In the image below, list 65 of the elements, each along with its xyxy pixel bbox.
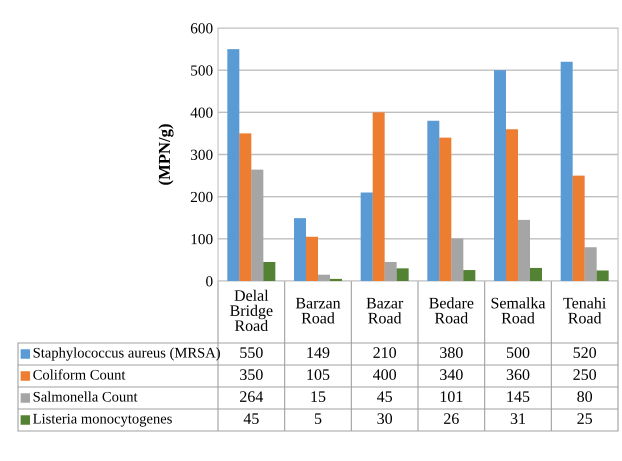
bar [494, 70, 506, 281]
y-tick-label: 0 [206, 276, 213, 286]
data-label: 520 [574, 347, 596, 358]
data-label: 340 [440, 369, 463, 380]
x-tick-label: Delal Bridge Road [230, 290, 273, 332]
bar [572, 176, 585, 281]
data-label: 30 [377, 413, 392, 424]
data-label: 264 [240, 391, 264, 402]
legend-label: Listeria monocytogenes [33, 414, 172, 427]
bar [360, 192, 373, 281]
bar [451, 238, 464, 281]
bar [427, 120, 440, 281]
y-tick-label: 200 [190, 192, 213, 202]
data-label: 26 [444, 413, 459, 424]
legend-label: Staphylococcus aureus (MRSA) [34, 347, 220, 361]
data-label: 31 [510, 413, 526, 424]
bar [227, 49, 240, 281]
bar [506, 129, 518, 281]
legend-label: Salmonella Count [34, 391, 138, 402]
data-label: 360 [506, 369, 530, 380]
bar [372, 112, 385, 281]
data-label: 149 [307, 347, 330, 358]
x-tick-label: Barzan Road [296, 298, 340, 324]
bar [560, 62, 573, 281]
bar [518, 220, 530, 281]
data-label: 210 [373, 347, 396, 358]
bar [584, 247, 597, 281]
bar [318, 274, 330, 281]
bar [294, 218, 306, 281]
bar [306, 236, 318, 281]
data-label: 25 [577, 413, 592, 424]
data-label: 380 [440, 347, 463, 358]
y-tick-label: 500 [191, 65, 213, 76]
data-label: 105 [307, 369, 330, 380]
legend-label: Coliform Count [33, 369, 126, 380]
data-label: 400 [373, 369, 396, 380]
data-label: 45 [376, 391, 392, 402]
bar [530, 268, 542, 281]
x-tick-label: Bazar Road [366, 298, 404, 324]
bar [439, 138, 452, 281]
bar [384, 262, 397, 281]
bar [251, 170, 264, 281]
bar [596, 270, 609, 281]
y-tick-label: 400 [190, 107, 213, 118]
data-label: 550 [240, 347, 263, 358]
bar [263, 262, 276, 281]
bar [396, 268, 409, 281]
data-label: 145 [507, 391, 530, 402]
y-axis-title: (MPN/g) [158, 124, 174, 185]
data-label: 80 [577, 391, 592, 402]
x-tick-label: Tenahi Road [563, 297, 606, 324]
bar [239, 133, 252, 281]
y-tick-label: 100 [192, 234, 213, 244]
data-label: 101 [440, 391, 462, 402]
data-label: 500 [506, 347, 530, 358]
x-tick-label: Bedare Road [429, 297, 474, 324]
data-label: 15 [311, 391, 326, 402]
data-label: 45 [244, 413, 259, 424]
data-label: 5 [314, 413, 322, 424]
y-tick-label: 600 [190, 23, 213, 34]
y-tick-label: 300 [190, 150, 213, 160]
x-tick-label: Semalka Road [492, 297, 546, 324]
data-label: 250 [573, 369, 596, 380]
bar [463, 270, 476, 281]
data-label: 350 [240, 369, 263, 380]
